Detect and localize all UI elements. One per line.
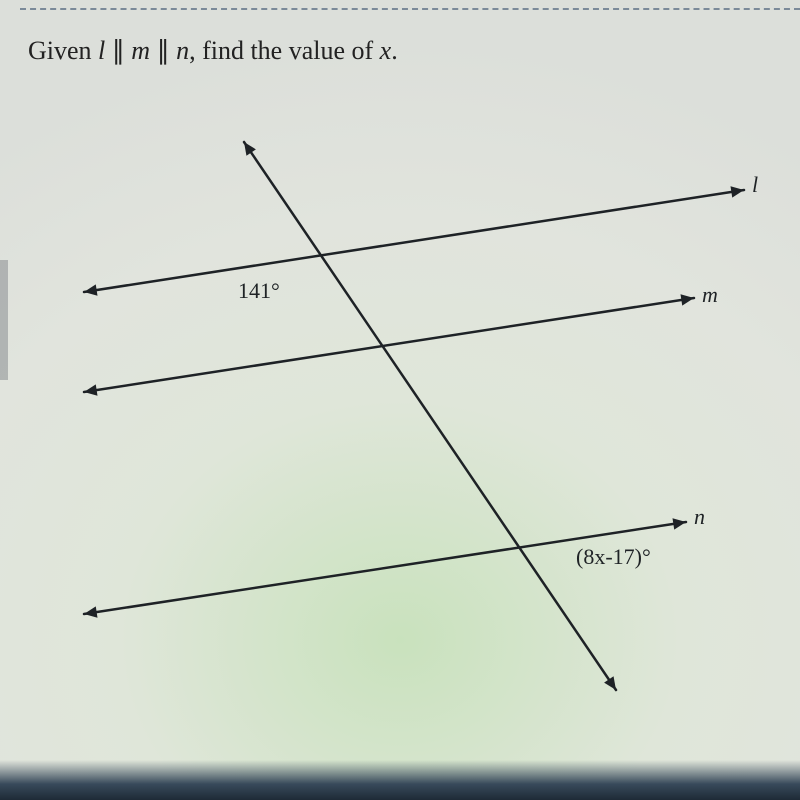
prompt-x: x <box>380 36 392 65</box>
diagram: l m n 141° (8x-17)° <box>0 120 800 740</box>
prompt-m: m <box>131 36 150 65</box>
line-n-label: n <box>694 504 705 530</box>
prompt-parallel-2: ∥ <box>150 36 176 65</box>
prompt-parallel-1: ∥ <box>105 36 131 65</box>
top-dashed-border <box>20 8 800 10</box>
prompt-prefix: Given <box>28 36 98 65</box>
line-l-label: l <box>752 172 758 198</box>
prompt-suffix: , find the value of <box>189 36 380 65</box>
prompt-end: . <box>391 36 398 65</box>
bottom-band <box>0 760 800 800</box>
problem-prompt: Given l ∥ m ∥ n, find the value of x. <box>28 36 398 66</box>
angle-8x-17: (8x-17)° <box>576 544 651 570</box>
line-m-label: m <box>702 282 718 308</box>
page-root: Given l ∥ m ∥ n, find the value of x. l … <box>0 0 800 800</box>
prompt-n: n <box>176 36 189 65</box>
diagram-svg <box>0 120 800 740</box>
angle-141: 141° <box>238 278 280 304</box>
